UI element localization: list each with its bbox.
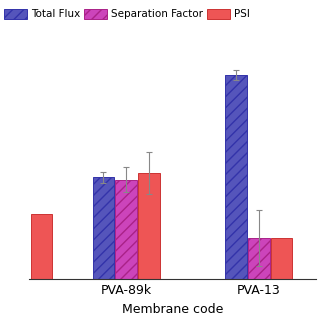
Bar [225,75,247,279]
Bar [138,173,160,279]
Legend: Total Flux, Separation Factor, PSI: Total Flux, Separation Factor, PSI [0,4,254,23]
Bar [248,238,270,279]
Bar [271,238,292,279]
Bar [92,177,114,279]
X-axis label: Membrane code: Membrane code [122,303,223,316]
Bar [30,214,52,279]
Bar [115,180,137,279]
